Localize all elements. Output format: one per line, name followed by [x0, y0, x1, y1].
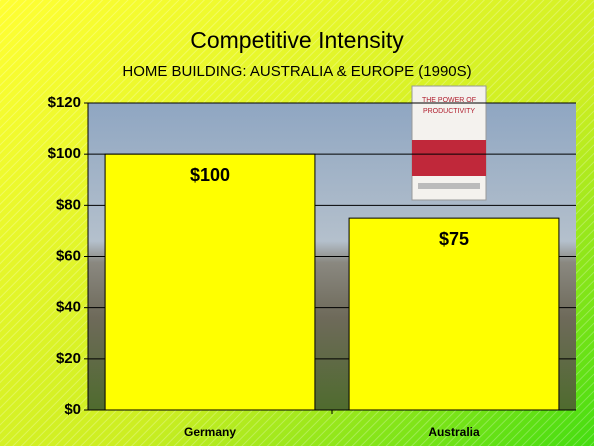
y-tick-label: $100: [48, 145, 81, 162]
book-band: [412, 140, 486, 176]
y-tick-label: $20: [56, 350, 81, 367]
book-author: [418, 183, 480, 189]
y-tick-label: $120: [48, 94, 81, 111]
y-tick-label: $60: [56, 247, 81, 264]
book-cover: THE POWER OF PRODUCTIVITY: [411, 85, 487, 201]
chart-subtitle: HOME BUILDING: AUSTRALIA & EUROPE (1990S…: [122, 63, 471, 80]
y-tick-label: $80: [56, 196, 81, 213]
bar: [348, 217, 560, 411]
x-tick-label: Germany: [184, 425, 236, 439]
book-title: THE POWER OF: [422, 97, 476, 104]
book-title: PRODUCTIVITY: [423, 108, 475, 115]
data-label: $100: [190, 165, 230, 185]
chart-title: Competitive Intensity: [190, 27, 404, 53]
data-label: $75: [439, 229, 469, 249]
x-tick-label: Australia: [428, 425, 480, 439]
y-tick-label: $40: [56, 299, 81, 316]
bar: [104, 153, 316, 411]
y-tick-label: $0: [64, 401, 81, 418]
